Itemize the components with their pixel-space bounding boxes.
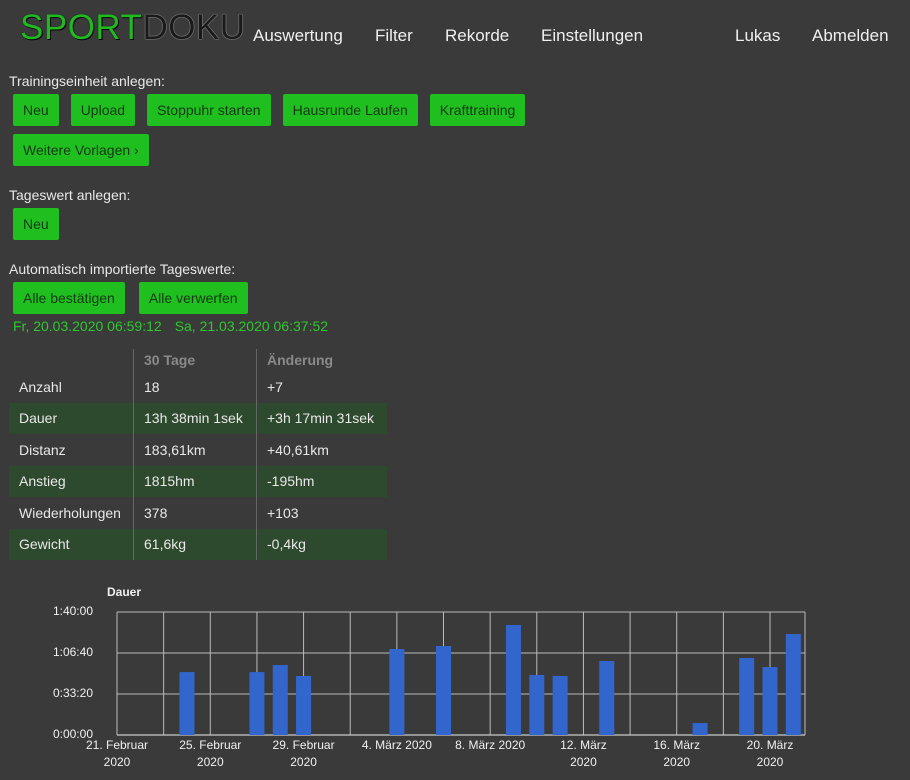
import-entry[interactable]: Fr, 20.03.2020 06:59:12 — [13, 318, 162, 334]
table-cell: Anzahl — [9, 371, 134, 403]
table-row: Dauer13h 38min 1sek+3h 17min 31sek — [9, 403, 387, 435]
button[interactable]: Upload — [71, 94, 135, 126]
x-tick-label: 21. Februar 2020 — [86, 738, 148, 769]
table-row: Distanz183,61km+40,61km — [9, 434, 387, 466]
x-tick-label-line: 8. März 2020 — [455, 738, 525, 752]
more-templates-button[interactable]: Weitere Vorlagen › — [13, 134, 149, 166]
table-row: Wiederholungen378+103 — [9, 497, 387, 529]
button[interactable]: Alle bestätigen — [13, 282, 125, 314]
bar — [553, 676, 568, 735]
table-cell: 18 — [134, 371, 257, 403]
entry-row: Fr, 20.03.2020 06:59:12 Sa, 21.03.2020 06… — [13, 318, 328, 334]
button[interactable]: Krafttraining — [430, 94, 525, 126]
x-tick-label-line: 20. März — [747, 738, 794, 752]
button-row: Neu Upload Stoppuhr starten Hausrunde Laufe… — [13, 94, 525, 126]
button[interactable]: Neu — [13, 94, 59, 126]
bar — [506, 625, 521, 735]
x-tick-label-line: 2020 — [570, 755, 597, 769]
table-cell: Dauer — [9, 403, 134, 435]
bar — [179, 672, 194, 735]
nav-link[interactable]: Auswertung — [253, 26, 343, 46]
y-tick-label: 1:40:00 — [53, 604, 93, 618]
table-row: Gewicht61,6kg-0,4kg — [9, 529, 387, 561]
x-tick-label: 8. März 2020 — [455, 738, 525, 752]
x-tick-label: 4. März 2020 — [362, 738, 432, 752]
x-tick-label-line: 29. Februar — [273, 738, 335, 752]
table-cell: Gewicht — [9, 529, 134, 561]
bar — [763, 667, 778, 735]
x-tick-label: 29. Februar 2020 — [273, 738, 335, 769]
bar — [436, 646, 451, 735]
y-tick-label: 1:06:40 — [53, 645, 93, 659]
x-tick-label-line: 12. März — [560, 738, 607, 752]
table-cell: Wiederholungen — [9, 497, 134, 529]
section-label: Trainingseinheit anlegen: — [9, 73, 165, 89]
section-label: Automatisch importierte Tageswerte: — [9, 261, 235, 277]
header-cell: 30 Tage — [134, 349, 257, 371]
chart: Dauer 0:00:000:33:201:06:401:40:0021. Fe… — [0, 580, 910, 780]
table-cell: -0,4kg — [257, 529, 388, 561]
user-link[interactable]: Lukas — [735, 26, 780, 46]
x-tick-label: 12. März 2020 — [560, 738, 607, 769]
button-row: Neu — [13, 208, 59, 240]
logout-link[interactable]: Abmelden — [812, 26, 889, 46]
table-cell: 378 — [134, 497, 257, 529]
table-cell: 1815hm — [134, 466, 257, 498]
table-cell: 183,61km — [134, 434, 257, 466]
x-tick-label-line: 25. Februar — [179, 738, 241, 752]
x-tick-label-line: 2020 — [197, 755, 224, 769]
table-cell: +40,61km — [257, 434, 388, 466]
table-cell: -195hm — [257, 466, 388, 498]
x-tick-label-line: 2020 — [663, 755, 690, 769]
button[interactable]: Alle verwerfen — [139, 282, 248, 314]
button-row: Alle bestätigen Alle verwerfen — [13, 282, 248, 314]
import-entry[interactable]: Sa, 21.03.2020 06:37:52 — [175, 318, 328, 334]
bar — [599, 661, 614, 735]
x-tick-label-line: 4. März 2020 — [362, 738, 432, 752]
table-row: Anzahl18+7 — [9, 371, 387, 403]
bar — [529, 675, 544, 735]
button[interactable]: Neu — [13, 208, 59, 240]
table-header: 30 TageÄnderung — [9, 349, 387, 371]
logo-doku: DOKU — [142, 8, 245, 47]
button[interactable]: Stoppuhr starten — [147, 94, 271, 126]
x-tick-label: 16. März 2020 — [653, 738, 700, 769]
table-cell: +103 — [257, 497, 388, 529]
bar — [249, 672, 264, 735]
bar — [739, 658, 754, 735]
x-tick-label-line: 2020 — [104, 755, 131, 769]
table-cell: +7 — [257, 371, 388, 403]
nav-link[interactable]: Filter — [375, 26, 413, 46]
x-tick-label-line: 21. Februar — [86, 738, 148, 752]
logo[interactable]: SPORTDOKU — [20, 8, 246, 48]
header-cell — [9, 349, 134, 371]
header-cell: Änderung — [257, 349, 388, 371]
bar — [786, 634, 801, 735]
y-tick-label: 0:33:20 — [53, 686, 93, 700]
table-cell: 13h 38min 1sek — [134, 403, 257, 435]
nav-link[interactable]: Einstellungen — [541, 26, 643, 46]
logo-sport: SPORT — [20, 8, 142, 47]
bar — [389, 649, 404, 735]
button-row: Weitere Vorlagen › — [13, 134, 149, 166]
chart-title: Dauer — [107, 585, 141, 599]
button[interactable]: Hausrunde Laufen — [283, 94, 418, 126]
bar — [273, 665, 288, 735]
x-tick-label-line: 16. März — [653, 738, 700, 752]
x-tick-label: 20. März 2020 — [747, 738, 794, 769]
nav-link[interactable]: Rekorde — [445, 26, 509, 46]
table-cell: +3h 17min 31sek — [257, 403, 388, 435]
stats-table: 30 TageÄnderungAnzahl18+7Dauer13h 38min … — [9, 349, 387, 560]
x-tick-label-line: 2020 — [757, 755, 784, 769]
table-cell: Distanz — [9, 434, 134, 466]
table-cell: 61,6kg — [134, 529, 257, 561]
section-label: Tageswert anlegen: — [9, 187, 130, 203]
bar — [693, 723, 708, 735]
x-tick-label-line: 2020 — [290, 755, 317, 769]
x-tick-label: 25. Februar 2020 — [179, 738, 241, 769]
table-row: Anstieg1815hm-195hm — [9, 466, 387, 498]
bar — [296, 676, 311, 735]
table-cell: Anstieg — [9, 466, 134, 498]
